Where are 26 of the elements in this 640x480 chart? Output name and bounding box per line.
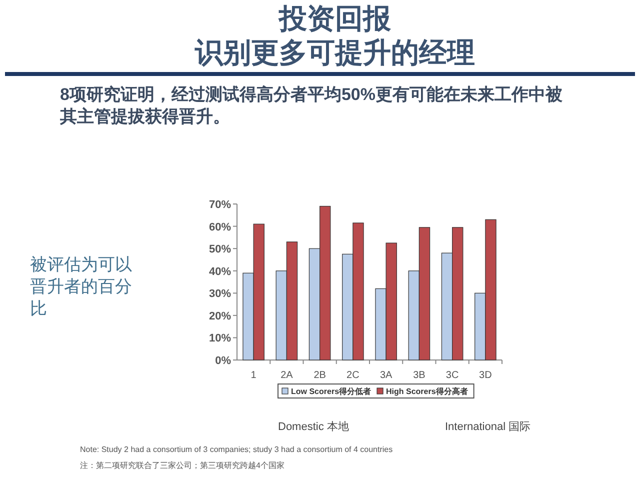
x-tick-label: 1 xyxy=(250,370,257,381)
chart-subtitle: 识别更多可提升的经理 xyxy=(194,37,475,68)
y-tick-label: 20% xyxy=(208,310,232,322)
text: Note: Study 2 had a consortium of 3 companies; study 3 had a consortium of 4 countries xyxy=(80,445,393,454)
x-tick-label: 2A xyxy=(280,370,294,381)
y-tick-label: 50% xyxy=(208,244,232,256)
legend-label: Low Scorers得分低者 xyxy=(291,387,372,396)
x-tick-label: 3C xyxy=(446,370,459,381)
y-tick-label: 60% xyxy=(208,221,232,234)
x-tick-label: 2C xyxy=(346,370,360,381)
y-tick-label: 0% xyxy=(215,355,232,367)
chart-title: 投资回报 xyxy=(278,3,392,34)
y-tick-label: 40% xyxy=(208,266,232,278)
y-axis-title: 被评估为可以晋升者的百分比 xyxy=(30,255,132,318)
x-tick-label: 3D xyxy=(479,370,492,381)
x-tick-label: 3B xyxy=(413,370,426,381)
y-tick-label: 70% xyxy=(208,199,232,211)
text: 注：第二项研究联合了三家公司；第三项研究跨越4个国家 xyxy=(80,461,284,470)
text: Domestic 本地 xyxy=(278,420,349,433)
x-tick-label: 3A xyxy=(380,370,393,381)
y-tick-label: 10% xyxy=(208,332,232,345)
text: 8项研究证明，经过测试得高分者平均50%更有可能在未来工作中被其主管提拔获得晋升。 xyxy=(59,85,564,126)
x-tick-label: 2B xyxy=(314,370,326,381)
legend-label: High Scorers得分高者 xyxy=(386,386,468,396)
y-tick-label: 30% xyxy=(208,288,232,300)
text: International 国际 xyxy=(445,421,531,433)
